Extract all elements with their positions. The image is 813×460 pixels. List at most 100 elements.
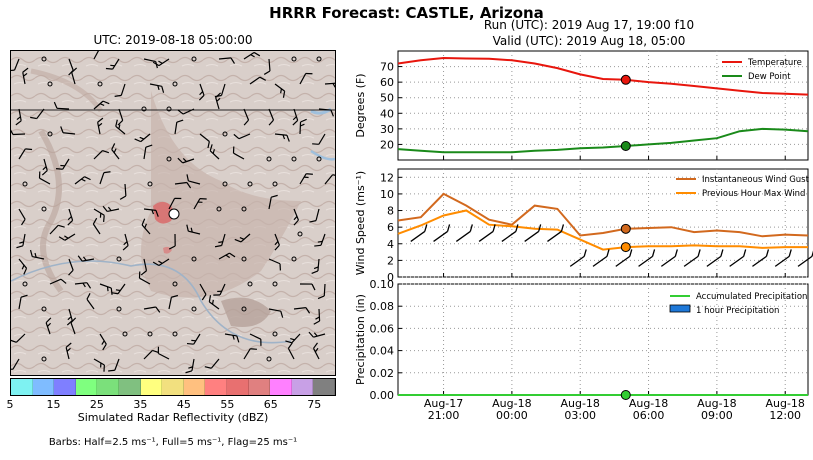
calm-wind-marker [47,81,53,87]
plot-area [397,283,809,396]
y-tick-label: 60 [380,76,394,89]
calm-wind-marker [266,156,272,162]
colorbar-tick-label: 15 [46,398,61,411]
x-tick-label: Aug-18 [560,397,599,410]
y-tick-label: 40 [380,107,394,120]
wind-barb [285,333,301,344]
wind-barb [143,208,159,217]
y-tick-label: 8 [387,205,394,218]
wind-barb [198,83,205,101]
wind-barb [274,133,290,142]
wind-barb [524,224,542,242]
x-tick-label: 12:00 [769,409,801,422]
series-line [397,56,809,96]
y-tick-label: 6 [387,221,394,234]
calm-wind-marker [147,331,153,337]
calm-wind-marker [272,181,278,187]
y-tick-label: 0.08 [370,300,395,313]
wind-barb [49,278,67,285]
wind-barb [149,83,165,93]
legend-label: Dew Point [748,72,791,82]
wind-barb [274,233,280,251]
wind-barb [152,58,170,67]
colorbar-tick-label: 5 [6,398,14,411]
wind-barb [55,158,70,170]
wind-barb [233,133,251,140]
wind-barb [312,342,320,360]
wind-barb [97,117,104,135]
radar-map [10,50,336,376]
calm-wind-marker [41,206,47,212]
calm-wind-marker [222,131,228,137]
wind-barb [208,295,220,310]
y-tick-label: 0.06 [370,322,395,335]
wind-barb [299,72,313,85]
wind-barb [86,293,95,310]
wind-barb [309,208,320,223]
colorbar-swatch [226,379,249,395]
wind-barb [11,128,26,136]
wind-barb [569,249,587,267]
wind-barb [60,126,76,135]
wind-barb [174,119,184,135]
series-line [397,209,808,251]
legend-label: 1 hour Precipitation [696,306,779,316]
current-time-marker [620,74,631,85]
calm-wind-marker [241,256,247,262]
wind-barb [193,197,207,210]
wind-barb [15,108,22,126]
colorbar-tick-label: 55 [220,398,235,411]
wind-barb [214,233,226,248]
temperature-panel: 20 30 40 50 60 70 Degrees (F) Temperature Dew Po… [354,50,809,161]
wind-barb [11,333,26,343]
y-tick-label: 0.00 [370,389,395,402]
calm-wind-marker [291,156,297,162]
wind-barb [318,108,334,117]
wind-barb [29,249,45,260]
wind-barb [317,283,326,300]
figure-title: HRRR Forecast: CASTLE, Arizona [269,4,544,22]
wind-barb [157,346,170,360]
wind-barb [314,233,326,247]
wind-barb [234,233,251,243]
wind-barb [119,183,127,200]
wind-barb [134,133,151,143]
y-tick-label: 12 [380,171,394,184]
y-tick-label: 2 [387,254,394,267]
wind-barb [168,197,182,210]
wind-barb [11,358,20,370]
wind-barb [152,258,170,267]
x-tick-label: 03:00 [564,409,596,422]
wind-barb [168,233,176,250]
wind-barb [74,282,92,289]
wind-barb [177,157,195,164]
wind-barb [99,283,113,295]
calm-wind-marker [166,156,172,162]
wind-barb [683,249,701,267]
wind-barb [213,283,226,296]
x-tick-label: Aug-18 [492,397,531,410]
colorbar-swatch [248,379,271,395]
colorbar-swatch [11,379,33,395]
y-axis-label: Precipitation (in) [354,294,367,385]
wind-barb [18,148,33,160]
wind-barb [299,283,316,291]
wind-barb [268,194,278,210]
wind-barb [287,342,295,360]
calm-wind-marker [191,56,197,62]
calm-wind-marker [272,281,278,287]
legend-label: Accumulated Precipitation [696,292,807,302]
legend-label: Temperature [747,58,802,68]
wind-barb [185,358,195,374]
wind-barb [312,133,326,145]
wind-barb [49,224,65,235]
calm-wind-marker [172,81,178,87]
calm-wind-marker [297,231,303,237]
y-tick-label: 0.02 [370,367,395,380]
colorbar-swatch [54,379,76,395]
wind-barb [797,250,813,267]
map-title: UTC: 2019-08-18 05:00:00 [93,33,253,47]
colorbar-tick-label: 35 [133,398,148,411]
wind-barb [615,249,633,267]
